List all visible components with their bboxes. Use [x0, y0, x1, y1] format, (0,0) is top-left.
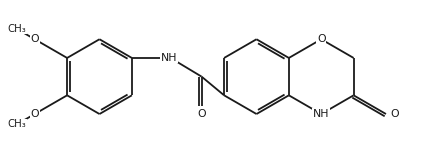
- Text: NH: NH: [161, 53, 177, 63]
- Text: O: O: [30, 109, 39, 119]
- Text: O: O: [30, 34, 39, 44]
- Text: CH₃: CH₃: [8, 24, 26, 34]
- Text: O: O: [389, 109, 398, 119]
- Text: O: O: [316, 34, 325, 44]
- Text: NH: NH: [312, 109, 329, 119]
- Text: CH₃: CH₃: [8, 119, 26, 129]
- Text: O: O: [197, 109, 205, 119]
